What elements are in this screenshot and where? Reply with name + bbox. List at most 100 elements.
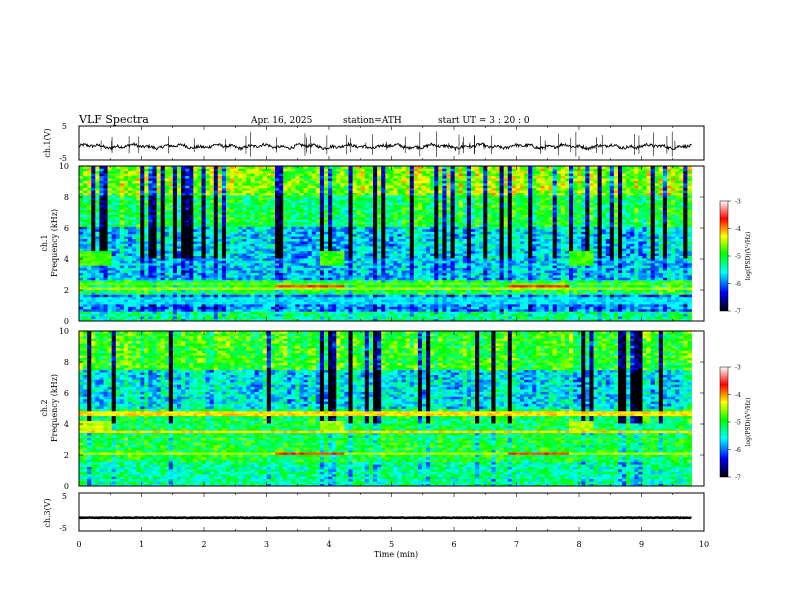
spectrogram-cell [119,250,125,254]
spectrogram-cell [377,192,382,196]
spectrogram-cell [270,233,276,237]
spectrogram-cell [373,277,378,281]
spectrogram-cell [234,170,239,174]
spectrogram-cell [258,289,264,293]
spectrogram-cell [99,250,104,254]
spectrogram-cell [246,195,251,198]
spectrogram-cell [266,173,272,177]
spectrogram-cell [332,170,337,174]
spectrogram-cell [132,255,137,259]
spectrogram-cell [185,270,190,273]
spectrogram-cell [115,199,121,203]
spectrogram-cell [364,197,370,201]
spectrogram-cell [311,265,317,269]
spectrogram-cell [262,253,268,256]
spectrogram-cell [107,301,113,305]
spectrogram-cell [209,226,215,230]
spectrogram-cell [189,175,194,179]
spectrogram-cell [299,173,304,177]
spectrogram-cell [348,173,353,177]
spectrogram-cell [299,219,304,223]
spectrogram-cell [270,168,276,172]
spectrogram-cell [99,173,104,177]
spectrogram-cell [303,226,309,230]
spectrogram-cell [87,212,92,215]
spectrogram-cell [360,262,366,266]
spectrogram-cell [279,296,284,300]
spectrogram-cell [303,284,309,288]
spectrogram-cell [185,238,190,242]
spectrogram-cell [111,212,117,215]
spectrogram-cell [197,214,202,218]
spectrogram-cell [152,216,157,220]
spectrogram-cell [266,209,272,213]
spectrogram-cell [197,224,202,227]
spectrogram-cell [352,277,358,281]
spectrogram-cell [279,262,284,266]
spectrogram-cell [197,187,202,191]
waveform-line [78,141,692,152]
spectrogram-cell [291,224,296,227]
spectrogram-cell [275,255,280,259]
spectrogram-cell [193,195,198,198]
spectrogram-cell [128,241,133,244]
spectrogram-cell [132,209,137,213]
spectrogram-cell [328,318,333,322]
spectrogram-cell [319,224,325,227]
spectrogram-cell [348,275,353,278]
ch1-waveform-trace [78,131,692,157]
spectrogram-cell [291,243,296,247]
spectrogram-cell [307,299,313,302]
spectrogram-cell [213,311,219,315]
spectrogram-cell [123,209,129,213]
spectrogram-cell [291,178,296,181]
spectrogram-cell [238,166,243,169]
spectrogram-cell [197,282,202,286]
spectrogram-cell [360,250,366,254]
spectrogram-cell [107,260,113,264]
spectrogram-cell [246,187,251,191]
spectrogram-cell [181,260,186,264]
spectrogram-cell [283,192,288,196]
spectrogram-cell [197,253,202,256]
spectrogram-cell [254,212,260,215]
spectrogram-cell [177,207,182,210]
spectrogram-cell [246,185,251,189]
spectrogram-cell [270,221,276,225]
spectrogram-cell [91,221,96,225]
spectrogram-cell [246,197,251,201]
spectrogram-cell [336,275,341,278]
spectrogram-cell [307,301,313,305]
spectrogram-cell [119,238,125,242]
spectrogram-cell [328,173,333,177]
spectrogram-cell [328,216,333,220]
spectrogram-cell [103,207,108,210]
spectrogram-cell [344,178,349,181]
spectrogram-cell [360,245,366,249]
spectrogram-cell [234,282,239,286]
spectrogram-cell [123,270,129,273]
spectrogram-cell [315,173,321,177]
spectrogram-cell [107,267,113,271]
spectrogram-cell [107,219,113,223]
spectrogram-cell [364,192,370,196]
spectrogram-cell [352,253,358,256]
spectrogram-cell [107,224,113,227]
spectrogram-cell [385,282,390,286]
spectrogram-cell [295,216,300,220]
spectrogram-cell [250,231,255,235]
spectrogram-cell [103,308,108,312]
spectrogram-cell [385,214,390,218]
spectrogram-cell [291,185,296,189]
spectrogram-cell [160,294,166,298]
spectrogram-cell [368,289,374,293]
spectrogram-cell [270,175,276,179]
spectrogram-cell [197,209,202,213]
spectrogram-cell [217,282,223,286]
spectrogram-cell [381,190,386,193]
spectrogram-cell [315,207,321,210]
spectrogram-cell [226,277,231,281]
spectrogram-cell [156,253,162,256]
spectrogram-cell [205,238,211,242]
spectrogram-cell [217,202,223,206]
